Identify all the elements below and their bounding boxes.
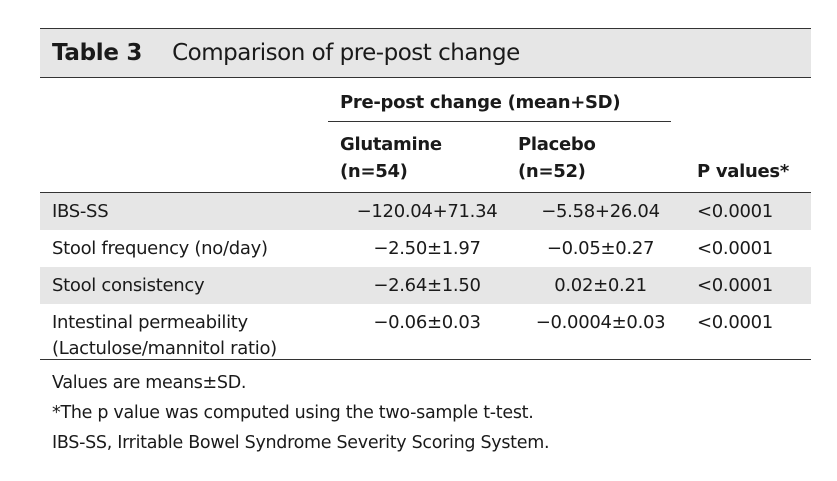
cell-glutamine: −2.50±1.97 <box>373 237 481 259</box>
column-header-placebo-n: (n=52) <box>518 161 586 182</box>
row-label-line: (Lactulose/mannitol ratio) <box>52 338 277 359</box>
cell-placebo: −0.05±0.27 <box>546 237 655 259</box>
table-row: Stool frequency (no/day) −2.50±1.97 −0.0… <box>40 230 811 267</box>
row-label-line: Intestinal permeability <box>52 312 248 333</box>
footnote: IBS-SS, Irritable Bowel Syndrome Severit… <box>52 433 550 453</box>
results-table: Table 3 Comparison of pre-post change Pr… <box>40 28 811 458</box>
table-footnotes: Values are means±SD. *The p value was co… <box>40 360 811 458</box>
table-title-bar: Table 3 Comparison of pre-post change <box>40 28 811 78</box>
table-row: Stool consistency −2.64±1.50 0.02±0.21 <… <box>40 267 811 304</box>
cell-p-value: <0.0001 <box>697 274 773 296</box>
column-header-glutamine-name: Glutamine <box>340 134 442 155</box>
column-header-placebo: Placebo (n=52) <box>518 131 596 185</box>
footnote: Values are means±SD. <box>52 373 247 393</box>
cell-glutamine: −2.64±1.50 <box>373 274 481 296</box>
cell-placebo: −0.0004±0.03 <box>535 312 666 333</box>
column-header-placebo-name: Placebo <box>518 134 596 155</box>
row-label: Stool consistency <box>52 274 205 296</box>
table-row: IBS-SS −120.04+71.34 −5.58+26.04 <0.0001 <box>40 193 811 230</box>
group-header: Pre-post change (mean+SD) <box>340 92 621 113</box>
table-number: Table 3 <box>52 40 143 66</box>
column-header-glutamine: Glutamine (n=54) <box>340 131 442 185</box>
cell-glutamine: −120.04+71.34 <box>356 200 498 222</box>
column-header-p-values: P values* <box>697 161 789 182</box>
row-label: IBS-SS <box>52 200 109 222</box>
cell-p-value: <0.0001 <box>697 312 773 333</box>
footnote: *The p value was computed using the two-… <box>52 403 534 423</box>
cell-p-value: <0.0001 <box>697 200 773 222</box>
group-header-rule <box>328 121 671 122</box>
cell-p-value: <0.0001 <box>697 237 773 259</box>
table-header: Pre-post change (mean+SD) Glutamine (n=5… <box>40 78 811 193</box>
cell-placebo: −5.58+26.04 <box>541 200 660 222</box>
cell-placebo: 0.02±0.21 <box>554 274 647 296</box>
row-label: Stool frequency (no/day) <box>52 237 268 259</box>
table-row: Intestinal permeability (Lactulose/manni… <box>40 304 811 359</box>
table-body: IBS-SS −120.04+71.34 −5.58+26.04 <0.0001… <box>40 193 811 360</box>
cell-glutamine: −0.06±0.03 <box>373 312 481 333</box>
row-label: Intestinal permeability (Lactulose/manni… <box>40 310 328 362</box>
table-title: Comparison of pre-post change <box>172 40 520 66</box>
column-header-glutamine-n: (n=54) <box>340 161 408 182</box>
